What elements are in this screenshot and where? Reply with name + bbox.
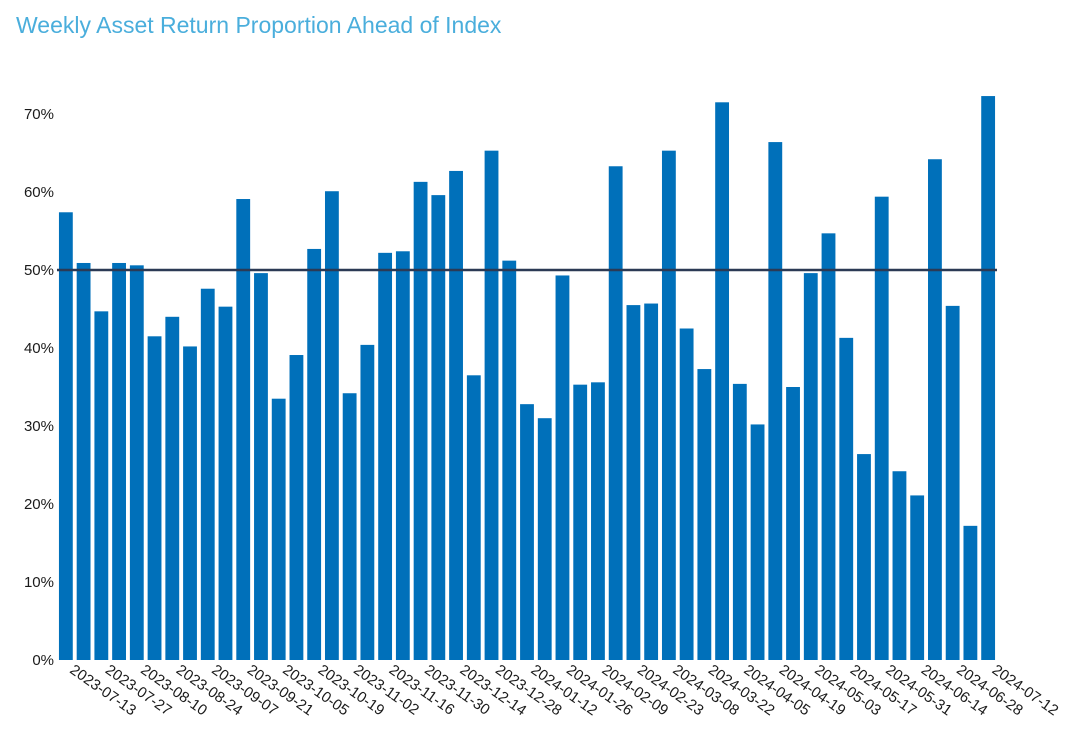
bar	[129, 265, 144, 660]
y-tick-label: 30%	[24, 418, 54, 435]
bar	[236, 199, 251, 660]
bar	[520, 404, 534, 660]
bar	[661, 150, 676, 660]
bar	[821, 233, 836, 660]
bar	[147, 336, 162, 660]
bar	[679, 328, 694, 660]
bar	[945, 305, 960, 660]
bar	[431, 195, 446, 660]
bar	[555, 275, 570, 660]
bar	[378, 252, 393, 660]
bar	[626, 305, 641, 660]
bar	[981, 96, 996, 660]
bar	[165, 316, 180, 660]
x-axis: 2023-07-132023-07-272023-08-102023-08-24…	[67, 661, 1062, 719]
bar	[502, 260, 517, 660]
bar	[803, 273, 818, 660]
bar	[200, 288, 215, 660]
bar	[360, 344, 375, 660]
bar	[697, 369, 712, 660]
chart-title: Weekly Asset Return Proportion Ahead of …	[16, 12, 502, 38]
y-tick-label: 50%	[24, 262, 54, 279]
bar	[644, 303, 659, 660]
y-tick-label: 70%	[24, 106, 54, 123]
bar	[395, 251, 410, 660]
bar	[857, 454, 871, 660]
bar	[892, 471, 907, 660]
bar	[183, 346, 197, 660]
bar	[484, 150, 499, 660]
bar	[591, 382, 605, 660]
bar	[750, 424, 765, 660]
y-axis: 0% 10% 20% 30% 40% 50% 60% 70%	[24, 106, 54, 669]
bar	[466, 375, 481, 660]
y-tick-label: 60%	[24, 184, 54, 201]
y-tick-label: 20%	[24, 496, 54, 513]
bar	[963, 525, 978, 660]
bar	[786, 387, 800, 660]
bar	[94, 311, 109, 660]
bar	[715, 102, 730, 661]
bar	[449, 170, 463, 660]
bar	[58, 212, 73, 660]
bar	[413, 181, 428, 661]
bars	[58, 96, 996, 661]
bar	[608, 166, 623, 660]
bar	[307, 248, 322, 660]
bar	[768, 142, 783, 660]
bar	[289, 355, 304, 660]
bar	[874, 196, 889, 660]
bar	[112, 262, 126, 660]
y-tick-label: 0%	[32, 652, 54, 669]
bar	[218, 306, 233, 660]
bar	[839, 337, 854, 660]
bar	[928, 159, 942, 661]
bar	[324, 191, 339, 660]
bar	[910, 495, 925, 660]
bar	[271, 398, 286, 660]
bar	[573, 384, 588, 660]
bar	[76, 262, 91, 660]
bar	[342, 393, 357, 660]
bar	[537, 418, 552, 660]
bar	[732, 383, 747, 660]
y-tick-label: 10%	[24, 574, 54, 591]
y-tick-label: 40%	[24, 340, 54, 357]
bar	[254, 273, 268, 660]
